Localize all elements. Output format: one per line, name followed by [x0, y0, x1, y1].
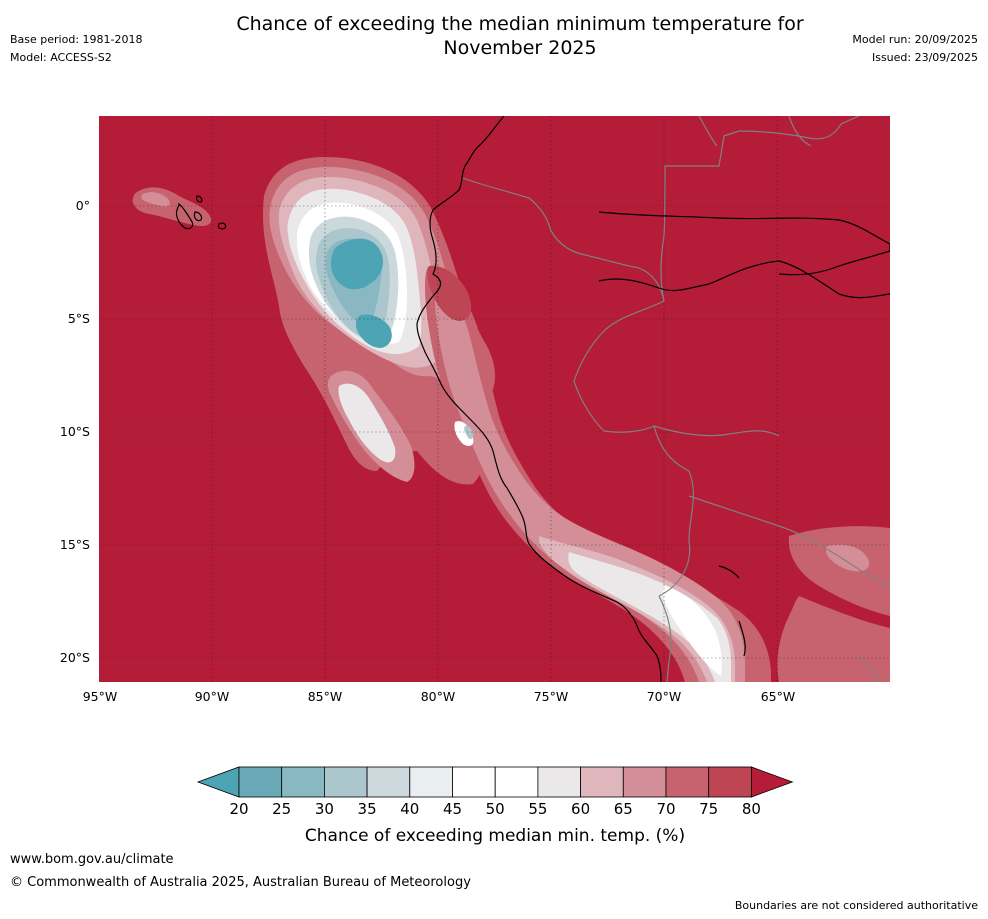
colorbar-segment-40-45 — [409, 766, 453, 798]
colorbar — [196, 766, 794, 798]
colorbar-tick-20: 20 — [229, 800, 249, 818]
colorbar-tick-65: 65 — [613, 800, 633, 818]
colorbar-arrow-low — [196, 766, 240, 798]
colorbar-segment-30-35 — [323, 766, 368, 798]
colorbar-tick-30: 30 — [314, 800, 334, 818]
copyright-text: © Commonwealth of Australia 2025, Austra… — [10, 875, 471, 890]
colorbar-segment-35-40 — [366, 766, 411, 798]
lat-label-15s: 15°S — [59, 537, 90, 552]
lon-label-70w: 70°W — [646, 689, 682, 704]
model-run-text: Model run: 20/09/2025 — [852, 33, 978, 46]
galapagos-patch — [132, 187, 212, 226]
title-line-2: November 2025 — [443, 37, 597, 59]
colorbar-label: Chance of exceeding median min. temp. (%… — [304, 826, 686, 846]
base-period-text: Base period: 1981-2018 — [10, 33, 143, 46]
lon-label-85w: 85°W — [307, 689, 343, 704]
lat-label-0: 0° — [75, 198, 90, 213]
metadata-right: Model run: 20/09/2025 Issued: 23/09/2025 — [852, 31, 978, 67]
country-borders — [462, 116, 890, 682]
colorbar-tick-60: 60 — [571, 800, 591, 818]
lon-label-75w: 75°W — [533, 689, 569, 704]
colorbar-tick-80: 80 — [741, 800, 761, 818]
title-line-1: Chance of exceeding the median minimum t… — [236, 13, 804, 35]
colorbar-segment-50-55 — [494, 766, 539, 798]
lon-label-90w: 90°W — [194, 689, 230, 704]
colorbar-tick-40: 40 — [400, 800, 420, 818]
colorbar-segment-75-80 — [708, 766, 752, 798]
inland-anomaly-patches — [427, 265, 890, 682]
colorbar-segment-70-75 — [665, 766, 710, 798]
coastline — [175, 116, 890, 682]
lat-label-5s: 5°S — [67, 311, 90, 326]
colorbar-segment-45-50 — [452, 766, 496, 798]
colorbar-tick-55: 55 — [528, 800, 548, 818]
issued-text: Issued: 23/09/2025 — [871, 51, 978, 64]
colorbar-tick-45: 45 — [442, 800, 463, 818]
lat-label-10s: 10°S — [59, 424, 90, 439]
model-text: Model: ACCESS-S2 — [10, 51, 112, 64]
metadata-left: Base period: 1981-2018 Model: ACCESS-S2 — [10, 31, 142, 67]
disclaimer-text: Boundaries are not considered authoritat… — [734, 899, 978, 912]
map-title: Chance of exceeding the median minimum t… — [180, 12, 860, 60]
colorbar-arrow-high — [751, 766, 794, 798]
colorbar-tick-50: 50 — [485, 800, 505, 818]
colorbar-tick-70: 70 — [656, 800, 676, 818]
southern-ocean-lobe — [292, 330, 415, 482]
lon-label-80w: 80°W — [420, 689, 456, 704]
lon-label-95w: 95°W — [82, 689, 118, 704]
colorbar-segment-25-30 — [281, 766, 325, 798]
ocean-anomaly-region — [262, 156, 496, 485]
colorbar-segment-60-65 — [580, 766, 624, 798]
website-text: www.bom.gov.au/climate — [10, 852, 174, 867]
forecast-map — [99, 116, 890, 682]
lat-label-20s: 20°S — [59, 650, 90, 665]
colorbar-tick-75: 75 — [699, 800, 719, 818]
colorbar-segment-65-70 — [622, 766, 667, 798]
colorbar-tick-25: 25 — [272, 800, 292, 818]
colorbar-segment-20-25 — [238, 766, 283, 798]
lon-label-65w: 65°W — [760, 689, 796, 704]
colorbar-segment-55-60 — [537, 766, 581, 798]
colorbar-tick-35: 35 — [357, 800, 377, 818]
